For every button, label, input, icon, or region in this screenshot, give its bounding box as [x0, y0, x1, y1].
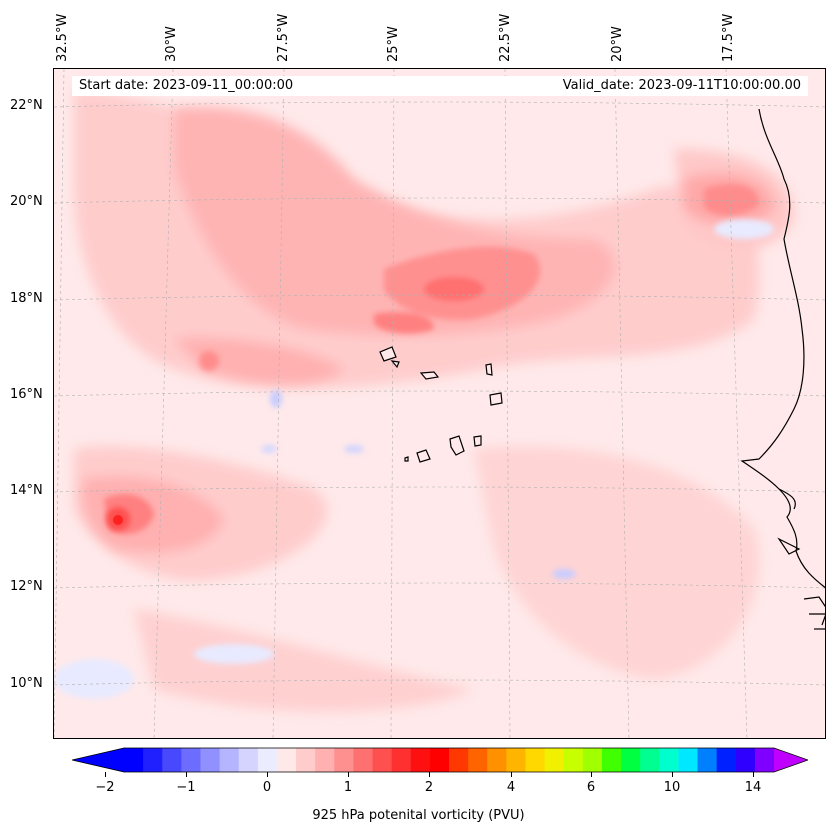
colorbar-segment: [544, 748, 565, 772]
colorbar-tick-label: 14: [744, 780, 762, 795]
colorbar-segment: [563, 748, 584, 772]
colorbar-tick-mark: [105, 772, 106, 777]
colorbar-segment: [276, 748, 297, 772]
colorbar-segment: [315, 748, 335, 772]
colorbar-tick-mark: [672, 772, 673, 777]
colorbar-tick-label: 2: [424, 780, 434, 795]
lat-label-10n: 10°N: [10, 676, 43, 691]
colorbar-segment: [410, 748, 431, 772]
lat-label-12n: 12°N: [10, 579, 43, 594]
colorbar-segment: [124, 748, 144, 772]
colorbar-title: 925 hPa potenital vorticity (PVU): [312, 808, 525, 823]
colorbar-segment: [391, 748, 412, 772]
colorbar: [72, 747, 808, 773]
colorbar-segment: [334, 748, 354, 772]
lon-label-22-5w: 22.5°W: [498, 13, 513, 62]
colorbar-segment: [678, 748, 699, 772]
colorbar-tick-label: 4: [506, 780, 516, 795]
colorbar-segment: [621, 748, 641, 772]
lat-label-14n: 14°N: [10, 483, 43, 498]
colorbar-tick-label: 6: [586, 780, 596, 795]
lat-label-18n: 18°N: [10, 291, 43, 306]
coastline: [740, 108, 825, 630]
lon-label-25w: 25°W: [386, 26, 401, 62]
pv-negative: [54, 219, 774, 699]
colorbar-tick-label: 1: [343, 780, 353, 795]
colorbar-segment: [659, 748, 679, 772]
colorbar-segment: [429, 748, 450, 772]
colorbar-over-arrow: [774, 748, 808, 772]
colorbar-tick-label: −2: [95, 780, 115, 795]
colorbar-segment: [525, 748, 546, 772]
colorbar-segment: [200, 748, 221, 772]
colorbar-segment: [754, 748, 775, 772]
header-bar: [72, 76, 808, 96]
colorbar-segment: [219, 748, 240, 772]
colorbar-segment: [468, 748, 488, 772]
colorbar-segment: [257, 748, 278, 772]
lat-label-22n: 22°N: [10, 98, 43, 113]
graticule: [54, 69, 825, 738]
colorbar-segment: [735, 748, 756, 772]
colorbar-tick-mark: [348, 772, 349, 777]
map-panel[interactable]: [53, 68, 826, 739]
colorbar-segment: [640, 748, 660, 772]
cape-verde-islands: [379, 346, 503, 463]
colorbar-segment: [143, 748, 163, 772]
lon-label-20w: 20°W: [610, 26, 625, 62]
colorbar-segment: [487, 748, 507, 772]
colorbar-tick-label: 0: [262, 780, 272, 795]
colorbar-tick-mark: [591, 772, 592, 777]
colorbar-segment: [697, 748, 718, 772]
colorbar-tick-mark: [186, 772, 187, 777]
colorbar-tick-mark: [267, 772, 268, 777]
colorbar-segments: [124, 748, 775, 772]
start-date-label: Start date: 2023-09-11_00:00:00: [79, 78, 294, 93]
colorbar-segment: [296, 748, 316, 772]
colorbar-segment: [506, 748, 526, 772]
pv-field: [54, 69, 825, 738]
lon-label-17-5w: 17.5°W: [721, 13, 736, 62]
colorbar-segment: [716, 748, 737, 772]
colorbar-tick-label: −1: [176, 780, 196, 795]
lon-label-32-5w: 32.5°W: [55, 13, 70, 62]
colorbar-segment: [601, 748, 622, 772]
lat-label-16n: 16°N: [10, 387, 43, 402]
colorbar-segment: [372, 748, 393, 772]
colorbar-segment: [582, 748, 603, 772]
colorbar-segment: [181, 748, 201, 772]
lon-label-30w: 30°W: [164, 26, 179, 62]
colorbar-segment: [353, 748, 374, 772]
colorbar-tick-label: 10: [663, 780, 681, 795]
colorbar-outline: [72, 747, 808, 773]
colorbar-tick-mark: [511, 772, 512, 777]
colorbar-under-arrow: [72, 748, 124, 772]
lon-label-27-5w: 27.5°W: [276, 13, 291, 62]
colorbar-tick-mark: [429, 772, 430, 777]
colorbar-tick-mark: [753, 772, 754, 777]
colorbar-segment: [238, 748, 259, 772]
valid-date-label: Valid_date: 2023-09-11T10:00:00.00: [562, 78, 801, 93]
lat-label-20n: 20°N: [10, 194, 43, 209]
colorbar-segment: [162, 748, 182, 772]
colorbar-segment: [449, 748, 469, 772]
